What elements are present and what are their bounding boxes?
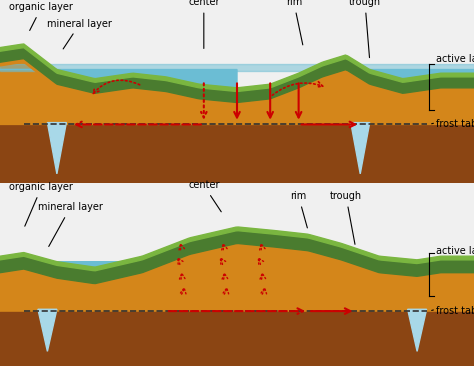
Text: trough: trough [330,191,362,244]
Polygon shape [0,249,474,311]
Polygon shape [341,262,474,264]
Polygon shape [0,311,474,366]
Text: center: center [188,180,221,212]
Text: frost table: frost table [436,119,474,130]
Polygon shape [0,70,237,92]
Text: rim: rim [291,191,307,228]
Polygon shape [0,227,474,271]
Text: organic layer: organic layer [9,182,73,226]
Polygon shape [0,59,474,106]
Polygon shape [47,123,66,174]
Text: rim: rim [286,0,303,45]
Polygon shape [0,44,474,92]
Text: organic layer: organic layer [9,2,73,30]
Polygon shape [0,48,474,102]
Polygon shape [0,63,474,124]
Text: active layer: active layer [436,53,474,64]
Text: mineral layer: mineral layer [47,19,112,49]
Text: frost table: frost table [436,306,474,316]
Polygon shape [0,64,474,71]
Polygon shape [322,70,474,82]
Polygon shape [0,231,474,284]
Polygon shape [0,262,133,271]
Text: mineral layer: mineral layer [38,202,103,246]
Text: trough: trough [349,0,381,57]
Polygon shape [0,119,474,183]
Text: center: center [188,0,219,48]
Polygon shape [408,309,427,351]
Polygon shape [0,243,474,289]
Text: active layer: active layer [436,246,474,256]
Polygon shape [38,309,57,351]
Polygon shape [351,123,370,174]
